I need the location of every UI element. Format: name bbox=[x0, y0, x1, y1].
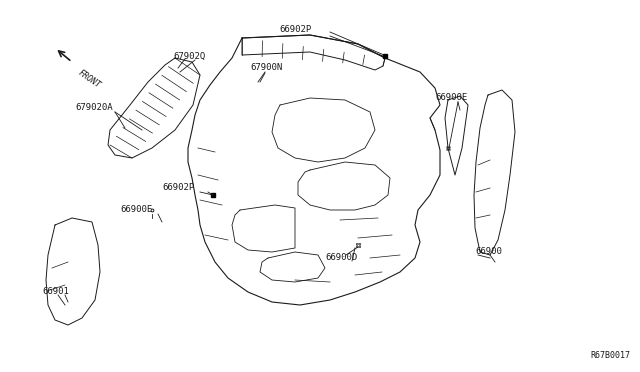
Text: 66901: 66901 bbox=[42, 288, 69, 296]
Text: R67B0017: R67B0017 bbox=[590, 351, 630, 360]
Text: FRONT: FRONT bbox=[76, 68, 102, 90]
Text: 67902Q: 67902Q bbox=[173, 51, 205, 61]
Text: 66900E: 66900E bbox=[120, 205, 152, 215]
Text: 66900: 66900 bbox=[475, 247, 502, 257]
Text: 66902P: 66902P bbox=[162, 183, 195, 192]
Text: 67900N: 67900N bbox=[250, 64, 282, 73]
Text: 679020A: 679020A bbox=[75, 103, 113, 112]
Text: 66900D: 66900D bbox=[325, 253, 357, 263]
Text: 66900E: 66900E bbox=[435, 93, 467, 103]
Text: 66902P: 66902P bbox=[279, 26, 311, 35]
